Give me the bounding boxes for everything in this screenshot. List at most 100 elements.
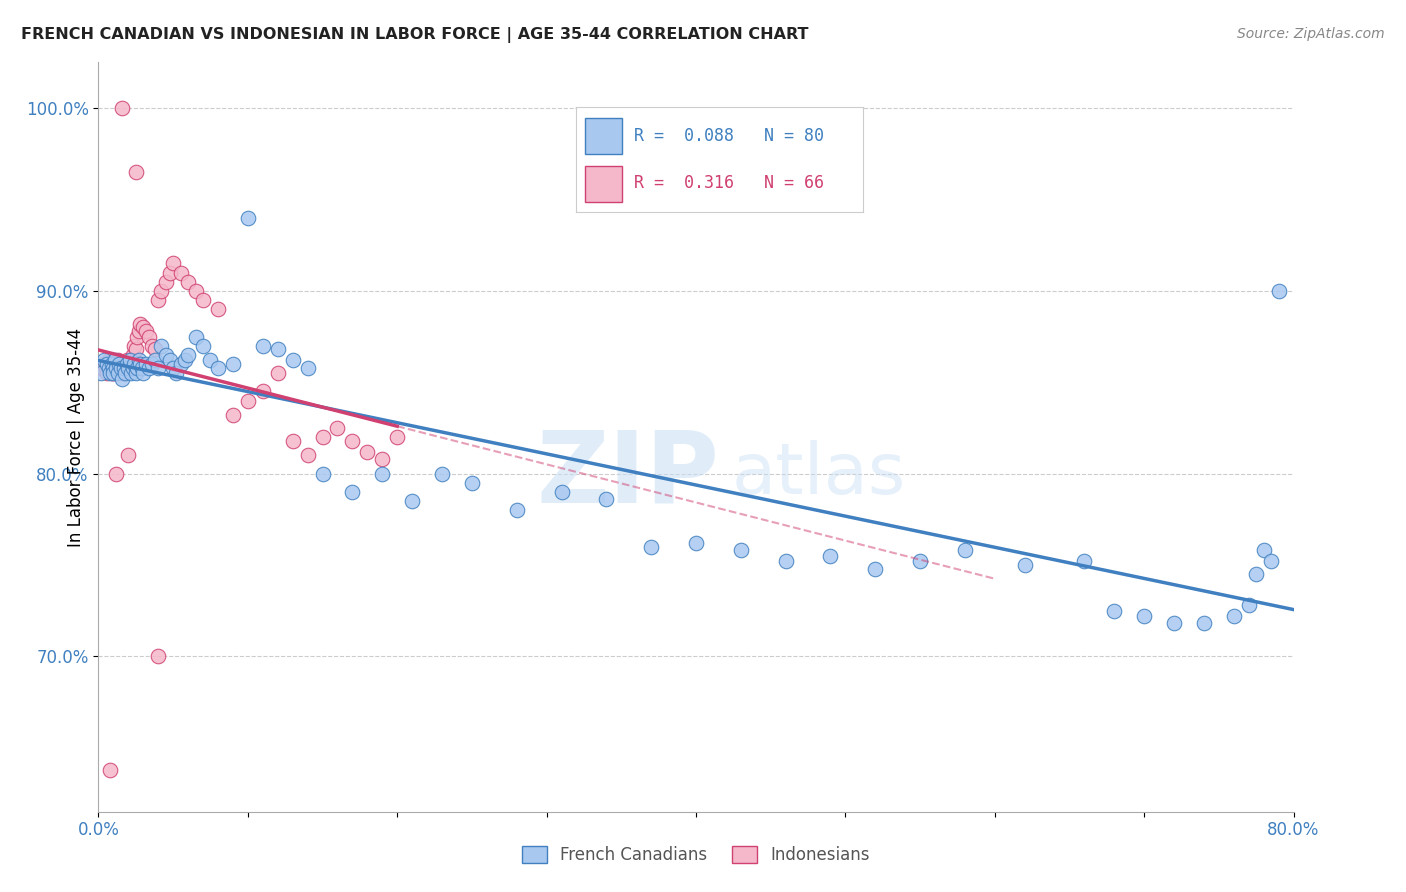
Point bbox=[103, 366, 125, 380]
Point bbox=[104, 353, 127, 368]
Point bbox=[105, 366, 128, 380]
Legend: French Canadians, Indonesians: French Canadians, Indonesians bbox=[515, 839, 877, 871]
Point bbox=[125, 343, 148, 357]
Point bbox=[311, 467, 333, 481]
Point bbox=[281, 434, 304, 448]
Point bbox=[155, 348, 177, 362]
Point bbox=[128, 324, 150, 338]
Point bbox=[1192, 616, 1215, 631]
Point bbox=[125, 165, 148, 179]
Point bbox=[159, 266, 181, 280]
Point bbox=[120, 353, 142, 368]
Point bbox=[1267, 284, 1289, 298]
Point bbox=[326, 421, 349, 435]
Point bbox=[1133, 609, 1156, 624]
Point bbox=[207, 302, 229, 317]
Point bbox=[127, 360, 149, 375]
Point bbox=[94, 360, 117, 375]
Point bbox=[148, 360, 170, 375]
Point bbox=[155, 275, 177, 289]
Point bbox=[267, 366, 290, 380]
Point bbox=[93, 353, 115, 368]
Point bbox=[129, 317, 152, 331]
Point bbox=[121, 348, 143, 362]
Text: ZIP: ZIP bbox=[537, 426, 720, 523]
Point bbox=[177, 348, 200, 362]
Point bbox=[550, 484, 572, 499]
Point bbox=[98, 360, 122, 375]
Point bbox=[117, 448, 139, 462]
Point bbox=[297, 360, 319, 375]
Point bbox=[112, 360, 135, 375]
Point bbox=[1073, 554, 1095, 568]
Point bbox=[105, 360, 128, 375]
Point bbox=[105, 467, 128, 481]
Point bbox=[111, 360, 134, 375]
Point bbox=[143, 343, 166, 357]
Text: FRENCH CANADIAN VS INDONESIAN IN LABOR FORCE | AGE 35-44 CORRELATION CHART: FRENCH CANADIAN VS INDONESIAN IN LABOR F… bbox=[21, 27, 808, 43]
Point bbox=[108, 357, 131, 371]
Point bbox=[162, 360, 184, 375]
Point bbox=[93, 357, 115, 371]
Point bbox=[114, 360, 136, 375]
Point bbox=[124, 357, 146, 371]
Point bbox=[222, 357, 245, 371]
Point bbox=[297, 448, 319, 462]
Point bbox=[107, 366, 129, 380]
Point bbox=[97, 360, 120, 375]
Point bbox=[117, 360, 139, 375]
Point bbox=[1260, 554, 1282, 568]
Y-axis label: In Labor Force | Age 35-44: In Labor Force | Age 35-44 bbox=[66, 327, 84, 547]
Point bbox=[169, 266, 191, 280]
Point bbox=[908, 554, 931, 568]
Point bbox=[104, 357, 127, 371]
Point bbox=[115, 353, 138, 368]
Point bbox=[103, 360, 125, 375]
Text: Source: ZipAtlas.com: Source: ZipAtlas.com bbox=[1237, 27, 1385, 41]
Point bbox=[110, 360, 132, 375]
Point bbox=[112, 357, 135, 371]
Point bbox=[1253, 543, 1275, 558]
Point bbox=[1104, 604, 1126, 618]
Point bbox=[143, 353, 166, 368]
Point bbox=[267, 343, 290, 357]
Point bbox=[174, 353, 197, 368]
Point bbox=[1163, 616, 1185, 631]
Point bbox=[401, 494, 423, 508]
Point bbox=[191, 339, 214, 353]
Point bbox=[118, 360, 141, 375]
Point bbox=[117, 357, 139, 371]
Point bbox=[200, 353, 222, 368]
Point bbox=[111, 101, 134, 115]
Point bbox=[177, 275, 200, 289]
Point bbox=[342, 434, 364, 448]
Point bbox=[131, 360, 153, 375]
Point bbox=[91, 360, 114, 375]
Point bbox=[159, 353, 181, 368]
Point bbox=[1223, 609, 1246, 624]
Point bbox=[311, 430, 333, 444]
Point bbox=[385, 430, 409, 444]
Point bbox=[730, 543, 752, 558]
Point bbox=[222, 408, 245, 422]
Point bbox=[103, 366, 125, 380]
Point bbox=[138, 360, 160, 375]
Point bbox=[105, 360, 128, 375]
Point bbox=[430, 467, 453, 481]
Point bbox=[685, 536, 707, 550]
Point bbox=[184, 329, 207, 343]
Point bbox=[356, 444, 378, 458]
Point bbox=[90, 366, 112, 380]
Point bbox=[281, 353, 304, 368]
Point bbox=[1237, 598, 1260, 612]
Point bbox=[165, 366, 187, 380]
Point bbox=[125, 366, 148, 380]
Point bbox=[640, 540, 662, 554]
Text: atlas: atlas bbox=[733, 440, 907, 509]
Point bbox=[162, 256, 184, 270]
Point bbox=[111, 366, 134, 380]
Point bbox=[115, 357, 138, 371]
Point bbox=[135, 357, 157, 371]
Point bbox=[184, 284, 207, 298]
Point bbox=[118, 353, 141, 368]
